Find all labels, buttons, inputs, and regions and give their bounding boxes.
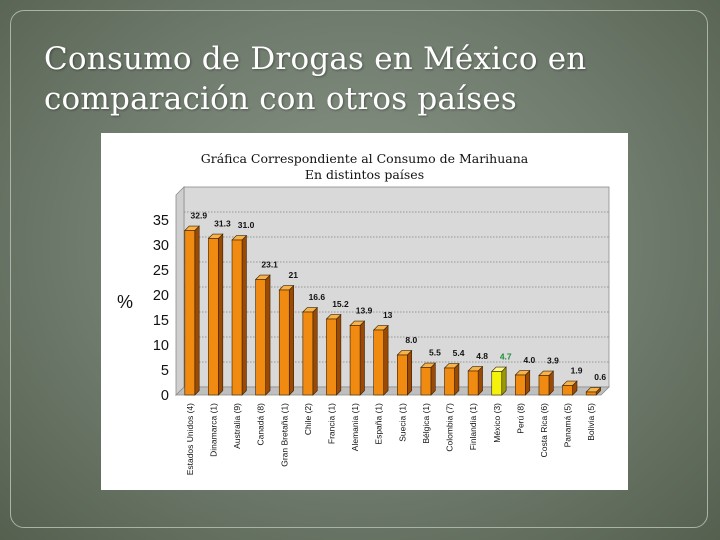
bar-side	[336, 313, 342, 396]
data-label: 8.0	[405, 335, 417, 345]
data-label: 21	[289, 270, 299, 280]
x-tick-label: Chile (2)	[303, 403, 313, 435]
x-tick-label: Dinamarca (1)	[208, 403, 218, 457]
x-tick-label: México (3)	[492, 403, 502, 443]
bar	[326, 318, 337, 396]
bar-chart: 0 5 10 15 20 25 30 35% 32.9 Estados Unidos (4) 31.…	[117, 186, 610, 475]
bar-side	[407, 349, 413, 396]
bar	[467, 370, 479, 396]
y-tick-label: 5	[161, 363, 169, 379]
bar	[444, 367, 455, 396]
bar	[373, 329, 384, 396]
bar-side	[383, 324, 389, 396]
x-tick-label: Australia (9)	[232, 403, 242, 449]
y-tick-label: 25	[153, 263, 169, 279]
bar-side	[312, 306, 318, 396]
bar	[231, 239, 243, 396]
y-tick-label: 15	[153, 313, 169, 329]
bar	[184, 230, 196, 396]
y-tick-label: 0	[161, 388, 169, 404]
y-axis-label: %	[117, 292, 133, 312]
bar	[349, 325, 361, 396]
bar-side	[477, 365, 483, 396]
data-label: 31.0	[238, 220, 255, 230]
x-tick-label: Suecia (1)	[397, 403, 407, 442]
x-tick-label: Costa Rica (6)	[539, 403, 549, 457]
x-tick-label: Canadá (8)	[256, 403, 266, 446]
data-label: 31.3	[214, 219, 231, 229]
x-tick-label: Bolivia (5)	[586, 403, 596, 441]
bar	[208, 238, 219, 396]
y-tick-label: 30	[153, 238, 169, 254]
bar	[397, 354, 408, 396]
data-label: 0.6	[594, 372, 606, 382]
data-label: 23.1	[261, 260, 278, 270]
x-tick-label: Finlandia (1)	[468, 403, 478, 450]
data-label: 3.9	[547, 356, 559, 366]
data-label: 5.4	[453, 348, 465, 358]
y-tick-label: 20	[153, 288, 169, 304]
slide-title: Consumo de Drogas en México en comparaci…	[44, 39, 684, 119]
bar-side	[501, 366, 507, 396]
bar-side	[288, 284, 294, 396]
data-label: 13	[383, 310, 393, 320]
bar-side	[241, 234, 247, 396]
slide-frame	[10, 10, 708, 528]
data-label: 15.2	[332, 299, 349, 309]
bar-side	[218, 233, 224, 396]
y-tick-label: 10	[153, 338, 169, 354]
data-label: 4.7	[500, 352, 512, 362]
bar	[538, 375, 550, 396]
chart-title: Gráfica Correspondiente al Consumo de Ma…	[101, 151, 628, 183]
bar	[491, 371, 503, 396]
data-label: 32.9	[191, 211, 208, 221]
bar	[302, 311, 314, 396]
x-tick-label: Panamá (5)	[563, 403, 573, 448]
data-label: 16.6	[309, 292, 326, 302]
x-tick-label: Bélgica (1)	[421, 403, 431, 444]
bar-side	[265, 274, 271, 396]
chart-title-line-2: En distintos países	[304, 167, 425, 182]
data-label: 4.8	[476, 351, 488, 361]
slide-title-line-1: Consumo de Drogas en México en	[44, 40, 587, 77]
x-tick-label: Alemania (1)	[350, 403, 360, 451]
data-label: 13.9	[356, 306, 373, 316]
slide-title-line-2: comparación con otros países	[44, 80, 518, 117]
data-label: 5.5	[429, 348, 441, 358]
bar	[420, 367, 432, 396]
bar-side	[454, 362, 460, 396]
chart-panel: Gráfica Correspondiente al Consumo de Ma…	[101, 133, 628, 490]
data-label: 1.9	[571, 366, 583, 376]
x-tick-label: Perú (8)	[515, 403, 525, 434]
bar-side	[359, 320, 365, 396]
bar-side	[194, 225, 200, 396]
x-tick-label: España (1)	[374, 403, 384, 445]
bar	[585, 391, 597, 396]
bar	[278, 289, 290, 396]
bar	[255, 279, 266, 396]
y-tick-label: 35	[153, 213, 169, 229]
x-tick-label: Francia (1)	[326, 403, 336, 444]
x-tick-label: Estados Unidos (4)	[185, 403, 195, 475]
data-label: 4.0	[523, 355, 535, 365]
bar	[562, 385, 573, 396]
plot-side-wall	[175, 186, 185, 396]
bar-side	[430, 362, 436, 396]
bar	[515, 374, 526, 396]
chart-title-line-1: Gráfica Correspondiente al Consumo de Ma…	[200, 151, 529, 166]
x-tick-label: Gran Bretaña (1)	[279, 403, 289, 467]
x-tick-label: Colombia (7)	[445, 403, 455, 452]
